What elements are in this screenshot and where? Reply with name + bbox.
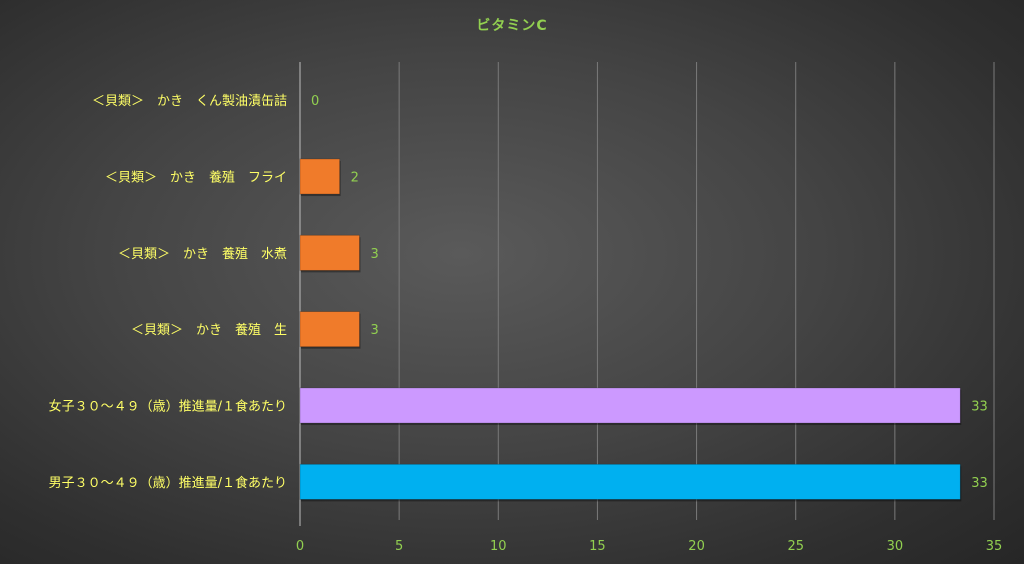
bar: [299, 234, 360, 271]
x-tick-label: 35: [986, 539, 1003, 554]
x-tick-label: 15: [589, 539, 606, 554]
category-label: ＜貝類＞ かき 養殖 生: [131, 322, 287, 338]
data-label: 2: [351, 171, 359, 186]
x-tick-label: 5: [395, 539, 403, 554]
category-label: 男子３０～４９（歳）推進量/１食あたり: [49, 475, 287, 491]
category-label: ＜貝類＞ かき 養殖 水煮: [118, 246, 287, 262]
data-label: 33: [971, 476, 988, 491]
x-tick-label: 0: [296, 539, 304, 554]
data-label: 33: [971, 400, 988, 415]
bar: [299, 387, 961, 424]
category-label: ＜貝類＞ かき 養殖 フライ: [105, 170, 287, 186]
bar: [299, 311, 360, 348]
category-label: ＜貝類＞ かき くん製油漬缶詰: [92, 93, 287, 109]
x-tick-label: 30: [887, 539, 904, 554]
chart-title: ビタミンC: [476, 18, 548, 34]
data-label: 3: [370, 323, 378, 338]
bar: [299, 158, 341, 195]
category-label: 女子３０～４９（歳）推進量/１食あたり: [49, 399, 287, 415]
x-tick-label: 10: [490, 539, 507, 554]
x-tick-label: 25: [787, 539, 804, 554]
x-tick-label: 20: [688, 539, 705, 554]
data-label: 3: [370, 247, 378, 262]
data-label: 0: [311, 94, 319, 109]
bar: [299, 463, 961, 500]
